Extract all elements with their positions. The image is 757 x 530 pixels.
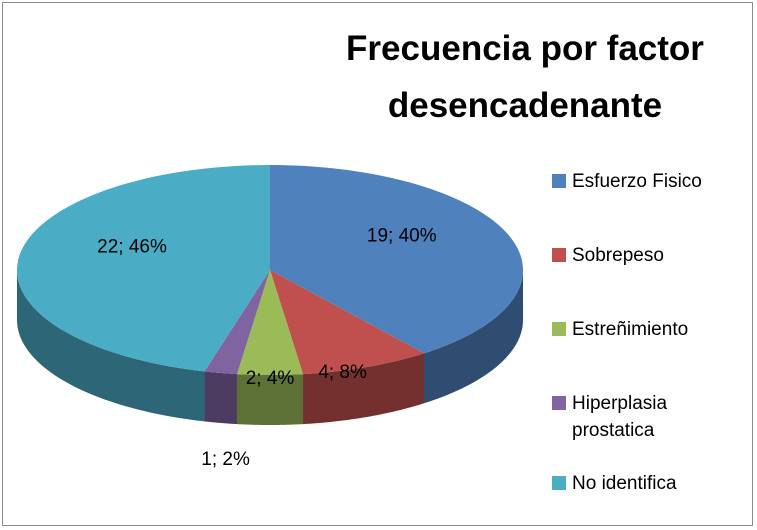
legend-label: Esfuerzo Fisico bbox=[572, 171, 702, 192]
legend-item: Estreñimiento bbox=[552, 316, 722, 343]
legend-swatch bbox=[552, 396, 566, 410]
legend-label: Estreñimiento bbox=[572, 319, 689, 340]
pie-slice bbox=[204, 270, 270, 375]
pie-slice bbox=[270, 270, 425, 375]
legend-item: Hiperplasia prostatica bbox=[552, 390, 722, 444]
legend-item: No identifica bbox=[552, 470, 722, 497]
data-label: 2; 4% bbox=[246, 368, 295, 389]
legend-label: No identifica bbox=[572, 473, 677, 494]
chart-title: Frecuencia por factor desencadenante bbox=[346, 29, 704, 125]
pie-slice bbox=[270, 165, 523, 354]
pie-slice bbox=[17, 165, 271, 372]
data-label: 1; 2% bbox=[201, 449, 250, 470]
pie-side bbox=[424, 270, 523, 404]
data-label: 22; 46% bbox=[97, 236, 167, 257]
legend-swatch bbox=[552, 248, 566, 262]
legend-item: Sobrepeso bbox=[552, 242, 722, 269]
legend-swatch bbox=[552, 174, 566, 188]
data-label: 4; 8% bbox=[318, 362, 367, 383]
legend-swatch bbox=[552, 476, 566, 490]
pie-side bbox=[204, 371, 237, 425]
legend-label: Hiperplasia prostatica bbox=[572, 393, 668, 441]
pie-side bbox=[303, 353, 425, 425]
legend-item: Esfuerzo Fisico bbox=[552, 168, 722, 195]
pie-slice bbox=[236, 270, 304, 375]
pie-side bbox=[236, 374, 304, 425]
legend-label: Sobrepeso bbox=[572, 245, 664, 266]
pie-side bbox=[17, 270, 205, 422]
data-label: 19; 40% bbox=[367, 225, 437, 246]
legend-swatch bbox=[552, 322, 566, 336]
